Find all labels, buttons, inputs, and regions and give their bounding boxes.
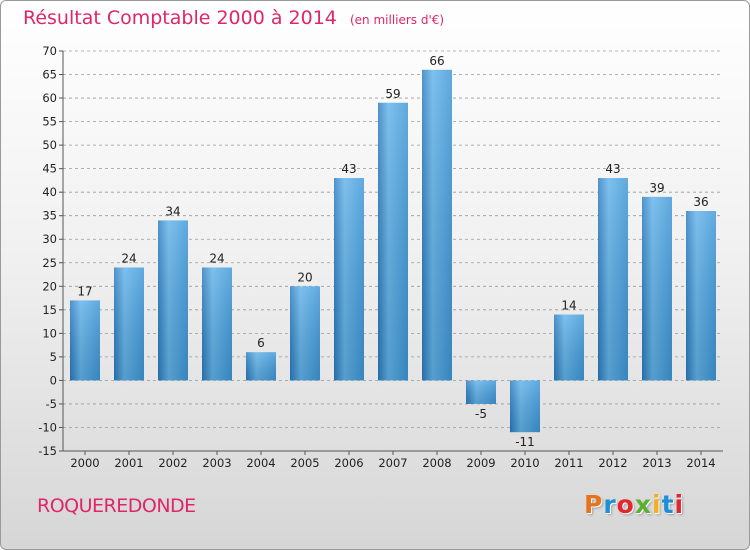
data-label-2009: -5 xyxy=(475,407,487,421)
y-tick-label: -5 xyxy=(46,397,57,411)
x-tick-label: 2013 xyxy=(642,456,671,470)
y-tick-label: 60 xyxy=(42,91,57,105)
x-tick-label: 2009 xyxy=(466,456,495,470)
data-label-2003: 24 xyxy=(209,251,224,265)
data-label-2001: 24 xyxy=(121,251,136,265)
chart-title: Résultat Comptable 2000 à 2014 xyxy=(23,7,337,29)
logo-letter: t xyxy=(661,490,675,519)
x-tick-label: 2006 xyxy=(334,456,363,470)
logo-letter: o xyxy=(616,490,635,519)
bar-shade-2009 xyxy=(466,380,496,404)
bar-shade-2014 xyxy=(686,211,716,381)
data-labels: 17 24 34 24 6 20 43 59 66 -5 -11 14 43 39 36 xyxy=(77,54,708,449)
data-label-2014: 36 xyxy=(693,195,708,209)
y-tick-label: 20 xyxy=(42,279,57,293)
bar-shade-2002 xyxy=(158,220,188,381)
logo-letter: i xyxy=(652,490,662,519)
y-tick-label: 45 xyxy=(42,162,57,176)
data-label-2012: 43 xyxy=(605,162,620,176)
title-row: Résultat Comptable 2000 à 2014 (en milli… xyxy=(23,7,444,29)
y-tick-label: 25 xyxy=(42,256,57,270)
bar-shade-2007 xyxy=(378,102,408,381)
y-tick-label: 70 xyxy=(42,44,57,58)
y-tick-label: 10 xyxy=(42,326,57,340)
data-label-2006: 43 xyxy=(341,162,356,176)
y-tick-label: 40 xyxy=(42,185,57,199)
data-label-2008: 66 xyxy=(429,54,444,68)
axes xyxy=(59,50,723,455)
bar-shade-2008 xyxy=(422,69,452,381)
bar-shade-2010 xyxy=(510,380,540,433)
logo-letter: x xyxy=(634,490,652,519)
bar-shade-2004 xyxy=(246,352,276,381)
data-label-2010: -11 xyxy=(515,435,535,449)
data-label-2011: 14 xyxy=(561,299,576,313)
x-tick-label: 2010 xyxy=(510,456,539,470)
chart-subtitle: (en milliers d'€) xyxy=(349,13,445,27)
y-tick-label: 65 xyxy=(42,68,57,82)
logo-letter: i xyxy=(674,490,685,519)
x-tick-label: 2001 xyxy=(114,456,143,470)
y-tick-label: 55 xyxy=(42,115,57,129)
x-tick-label: 2003 xyxy=(202,456,231,470)
logo-letter: P xyxy=(584,490,604,519)
x-tick-label: 2002 xyxy=(158,456,187,470)
bar-shade-2005 xyxy=(290,286,320,381)
bar-shade-2000 xyxy=(70,300,100,381)
data-label-2005: 20 xyxy=(297,270,312,284)
x-tick-label: 2004 xyxy=(246,456,275,470)
y-tick-label: 5 xyxy=(50,350,57,364)
bar-shade-2011 xyxy=(554,314,584,381)
x-tick-label: 2000 xyxy=(70,456,99,470)
commune-name: ROQUEREDONDE xyxy=(37,495,196,517)
x-tick-label: 2008 xyxy=(422,456,451,470)
logo-letter: r xyxy=(603,490,617,519)
bar-shade-2013 xyxy=(642,196,672,381)
y-tick-label: 35 xyxy=(42,209,57,223)
bar-shade-2001 xyxy=(114,267,144,381)
y-tick-label: -10 xyxy=(38,420,57,434)
data-label-2007: 59 xyxy=(385,87,400,101)
y-tick-label: 50 xyxy=(42,138,57,152)
x-tick-label: 2014 xyxy=(686,456,715,470)
x-tick-label: 2011 xyxy=(554,456,583,470)
y-tick-label: 0 xyxy=(50,373,57,387)
bar-shade-2006 xyxy=(334,178,364,381)
y-tick-label: 15 xyxy=(42,303,57,317)
y-tick-label: 30 xyxy=(42,232,57,246)
bar-shade-2003 xyxy=(202,267,232,381)
x-tick-label: 2007 xyxy=(378,456,407,470)
x-tick-label: 2012 xyxy=(598,456,627,470)
data-label-2002: 34 xyxy=(165,204,180,218)
data-label-2004: 6 xyxy=(257,336,265,350)
proxiti-logo[interactable]: Proxiti xyxy=(584,490,684,519)
bars xyxy=(70,69,716,433)
y-tick-label: -15 xyxy=(38,444,57,458)
x-tick-labels: 2000 2001 2002 2003 2004 2005 2006 2007 2008 2009… xyxy=(70,456,715,470)
bar-shade-2012 xyxy=(598,178,628,381)
data-label-2000: 17 xyxy=(77,284,92,298)
x-tick-label: 2005 xyxy=(290,456,319,470)
data-label-2013: 39 xyxy=(649,181,664,195)
